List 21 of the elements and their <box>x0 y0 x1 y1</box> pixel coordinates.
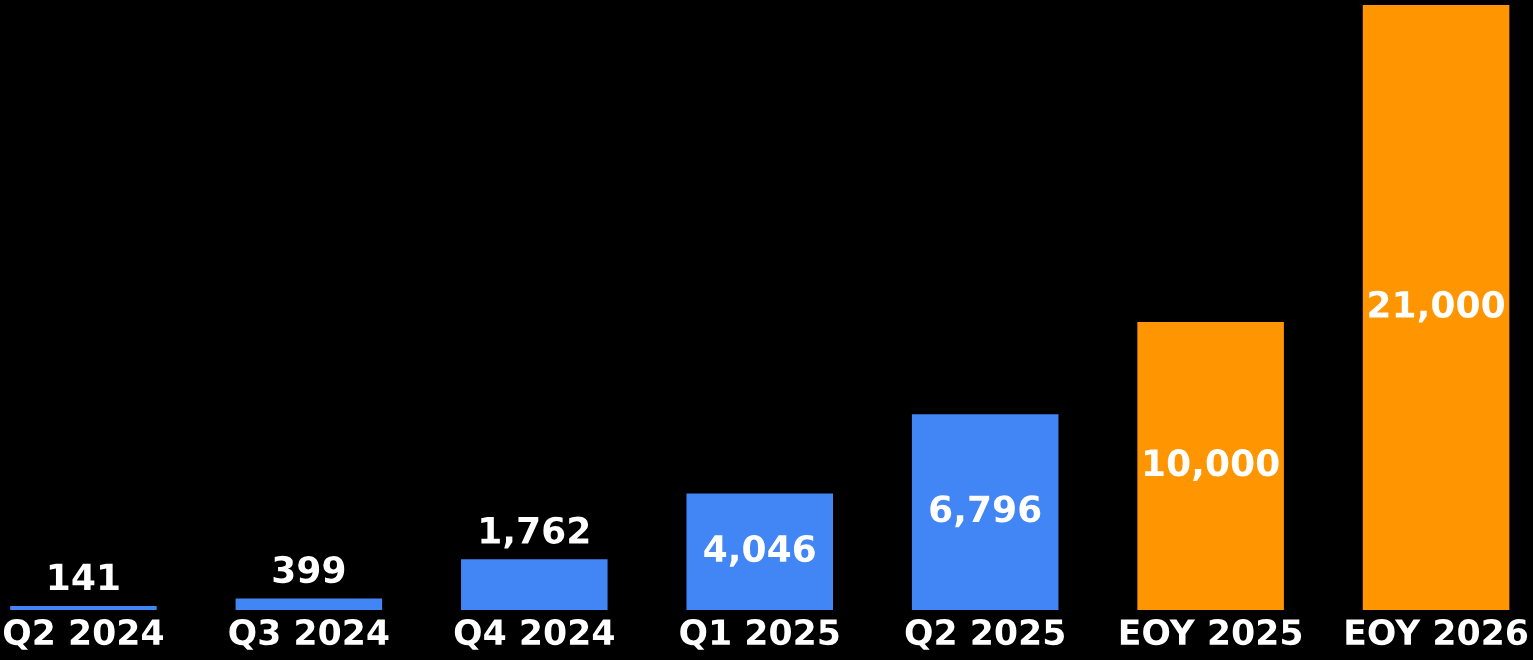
bar <box>686 493 834 610</box>
x-tick-label: EOY 2025 <box>1120 618 1302 646</box>
data-label: 1,762 <box>481 516 589 549</box>
x-tick-label: Q1 2025 <box>680 618 839 650</box>
bar <box>1137 321 1284 610</box>
bar <box>10 605 157 610</box>
x-tick-label: Q3 2024 <box>229 618 389 650</box>
bar <box>911 414 1059 610</box>
data-label: 21,000 <box>1369 290 1505 323</box>
bar <box>461 559 608 610</box>
bar <box>235 598 383 610</box>
bar <box>1362 5 1510 610</box>
data-label: 6,796 <box>930 495 1041 528</box>
x-tick-label: EOY 2026 <box>1346 618 1528 646</box>
data-label: 399 <box>273 555 345 584</box>
data-label: 141 <box>49 563 119 591</box>
data-label: 10,000 <box>1145 449 1279 482</box>
x-tick-label: Q2 2025 <box>905 618 1064 650</box>
x-tick-label: Q4 2024 <box>454 618 614 650</box>
x-tick-label: Q2 2024 <box>3 618 164 650</box>
data-label: 4,046 <box>704 534 815 567</box>
